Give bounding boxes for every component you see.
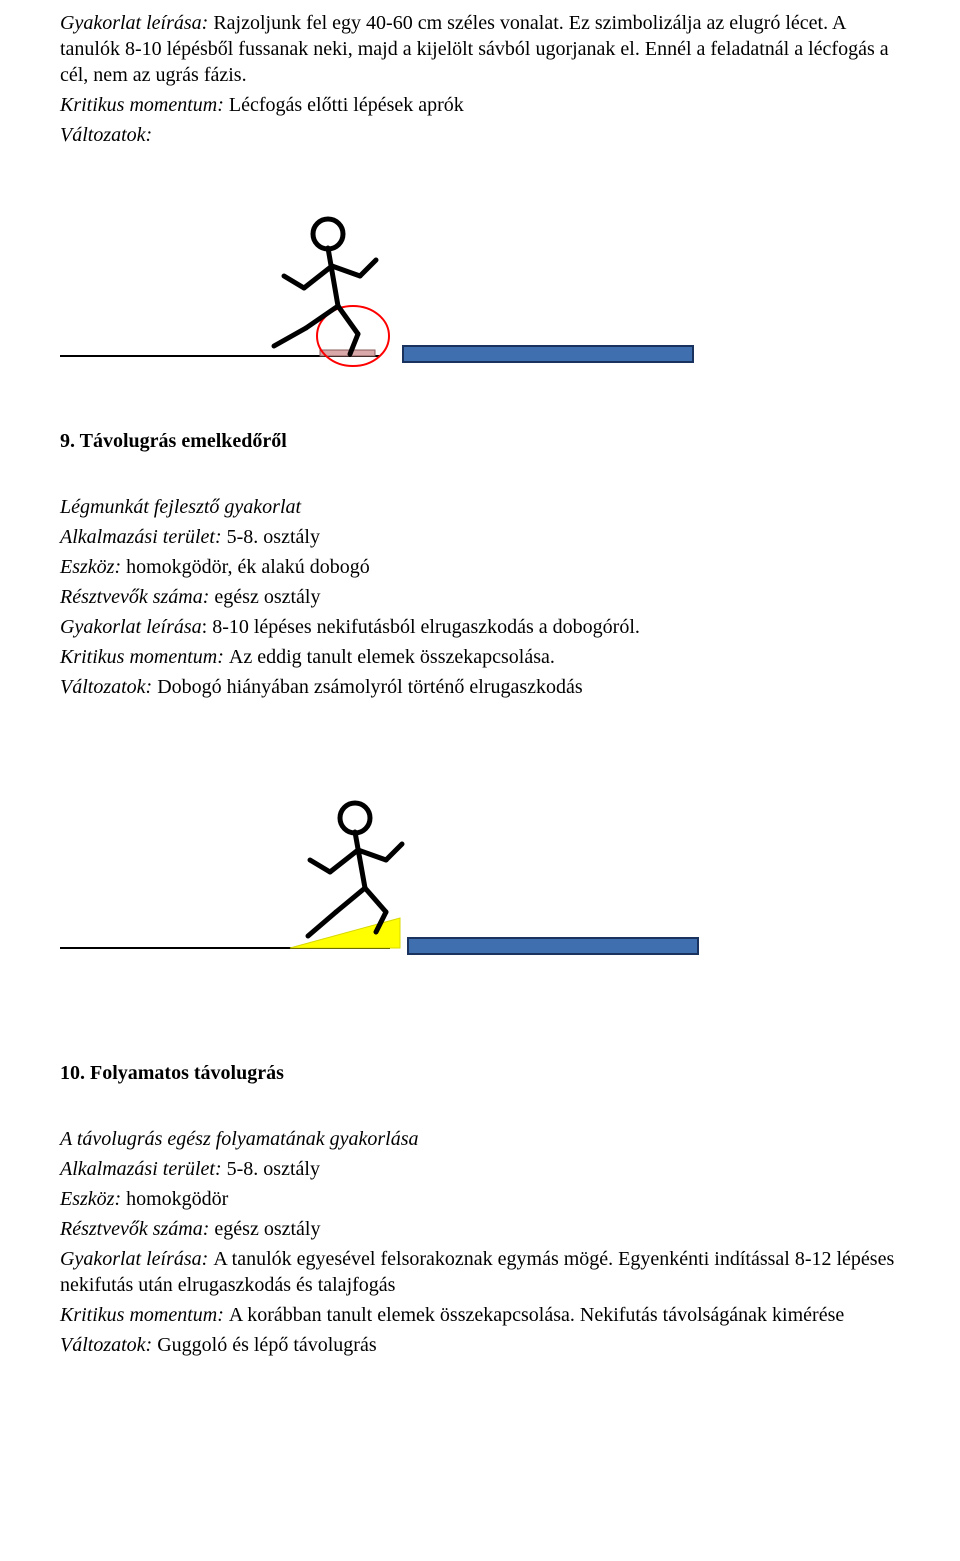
section9-line6-text: Az eddig tanult elemek összekapcsolása. xyxy=(229,646,555,668)
section10-line4: Résztvevők száma: egész osztály xyxy=(60,1216,900,1242)
section9-line4: Résztvevők száma: egész osztály xyxy=(60,584,900,610)
figure-2 xyxy=(60,780,760,980)
intro-line3: Változatok: xyxy=(60,122,900,148)
stick-leg1b xyxy=(274,328,306,346)
figure-1 xyxy=(60,188,760,388)
section10-line2-label: Alkalmazási terület: xyxy=(60,1158,227,1180)
stick-leg2a xyxy=(338,306,358,334)
stick-arm1b xyxy=(284,276,304,288)
stick2-arm2b xyxy=(386,844,402,860)
section9-line3-text: homokgödör, ék alakú dobogó xyxy=(126,556,370,578)
sand-pit-2 xyxy=(408,938,698,954)
section9-line4-label: Résztvevők száma: xyxy=(60,586,214,608)
section10-line4-label: Résztvevők száma: xyxy=(60,1218,214,1240)
section9-line4-text: egész osztály xyxy=(214,586,320,608)
section10-line3: Eszköz: homokgödör xyxy=(60,1186,900,1212)
section9-line7: Változatok: Dobogó hiányában zsámolyról … xyxy=(60,674,900,700)
section10-line5-label: Gyakorlat leírása: xyxy=(60,1248,213,1270)
section10-line4-text: egész osztály xyxy=(214,1218,320,1240)
stick-head-2 xyxy=(340,803,370,833)
section9-line7-label: Változatok: xyxy=(60,676,157,698)
stick-body-2 xyxy=(355,832,365,888)
section10-line7-text: Guggoló és lépő távolugrás xyxy=(157,1334,376,1356)
section10-line3-text: homokgödör xyxy=(126,1188,228,1210)
stick-arm1a xyxy=(304,266,332,288)
section9-line2: Alkalmazási terület: 5-8. osztály xyxy=(60,524,900,550)
section10-line6-label: Kritikus momentum: xyxy=(60,1304,229,1326)
section9-line2-label: Alkalmazási terület: xyxy=(60,526,227,548)
section9-line6-label: Kritikus momentum: xyxy=(60,646,229,668)
section10-line1: A távolugrás egész folyamatának gyakorlá… xyxy=(60,1126,900,1152)
section9-heading: 9. Távolugrás emelkedőről xyxy=(60,428,900,454)
stick-head xyxy=(313,219,343,249)
figure-1-container xyxy=(60,188,900,388)
stick-figure xyxy=(274,219,376,354)
section9-line5: Gyakorlat leírása: 8-10 lépéses nekifutá… xyxy=(60,614,900,640)
stick-arm2a xyxy=(332,266,360,276)
stick2-arm1b xyxy=(310,860,330,872)
section9-line7-text: Dobogó hiányában zsámolyról történő elru… xyxy=(157,676,582,698)
section9-line3-label: Eszköz: xyxy=(60,556,126,578)
section10-line6-text: A korábban tanult elemek összekapcsolása… xyxy=(229,1304,844,1326)
figure-2-container xyxy=(60,780,900,980)
section9-line6: Kritikus momentum: Az eddig tanult eleme… xyxy=(60,644,900,670)
section10-line7-label: Változatok: xyxy=(60,1334,157,1356)
stick-figure-2 xyxy=(308,803,402,936)
section9-line5-label: Gyakorlat leírása xyxy=(60,616,202,638)
section10-line2-text: 5-8. osztály xyxy=(227,1158,320,1180)
section9-line2-text: 5-8. osztály xyxy=(227,526,320,548)
intro-line1-label: Gyakorlat leírása: xyxy=(60,12,213,34)
stick2-arm1a xyxy=(330,850,358,872)
section9-line1: Légmunkát fejlesztő gyakorlat xyxy=(60,494,900,520)
section9-line5-text: : 8-10 lépéses nekifutásból elrugaszkodá… xyxy=(202,616,640,638)
intro-line2-text: Lécfogás előtti lépések aprók xyxy=(229,94,464,116)
section10-line2: Alkalmazási terület: 5-8. osztály xyxy=(60,1156,900,1182)
section9-line3: Eszköz: homokgödör, ék alakú dobogó xyxy=(60,554,900,580)
stick-arm2b xyxy=(360,260,376,276)
stick2-leg2a xyxy=(365,888,386,912)
sand-pit xyxy=(403,346,693,362)
section10-line6: Kritikus momentum: A korábban tanult ele… xyxy=(60,1302,900,1328)
stick-body xyxy=(328,248,338,306)
stick-leg1a xyxy=(306,306,338,328)
section10-line7: Változatok: Guggoló és lépő távolugrás xyxy=(60,1332,900,1358)
intro-line1: Gyakorlat leírása: Rajzoljunk fel egy 40… xyxy=(60,10,900,88)
stick2-leg1a xyxy=(336,888,365,912)
takeoff-strip xyxy=(320,350,375,356)
stick2-leg1b xyxy=(308,912,336,936)
intro-line2: Kritikus momentum: Lécfogás előtti lépés… xyxy=(60,92,900,118)
section10-line5: Gyakorlat leírása: A tanulók egyesével f… xyxy=(60,1246,900,1298)
section10-line3-label: Eszköz: xyxy=(60,1188,126,1210)
section10-heading: 10. Folyamatos távolugrás xyxy=(60,1060,900,1086)
intro-line2-label: Kritikus momentum: xyxy=(60,94,229,116)
